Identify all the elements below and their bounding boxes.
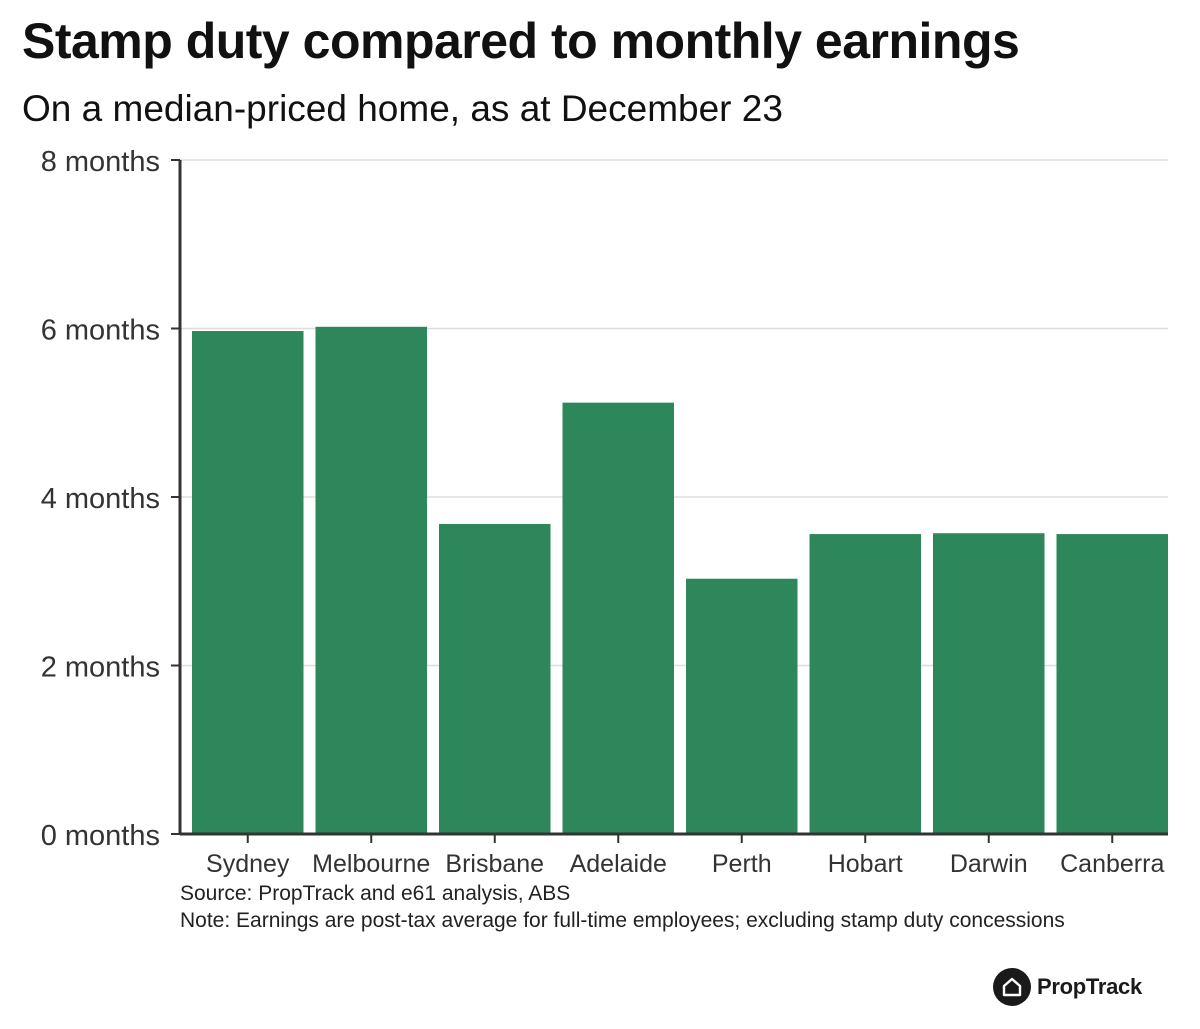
y-tick-label: 4 months xyxy=(41,483,160,515)
y-tick-label: 8 months xyxy=(41,146,160,178)
bar-darwin xyxy=(933,533,1045,834)
chart-subtitle: On a median-priced home, as at December … xyxy=(22,88,783,129)
x-tick-label: Perth xyxy=(712,850,772,878)
bar-perth xyxy=(686,578,798,834)
x-tick-label: Sydney xyxy=(206,850,290,878)
chart-title: Stamp duty compared to monthly earnings xyxy=(22,13,1020,69)
bar-brisbane xyxy=(439,523,551,834)
brand-logo: PropTrack xyxy=(993,968,1142,1006)
y-tick-label: 6 months xyxy=(41,315,160,347)
footnote: Note: Earnings are post-tax average for … xyxy=(180,909,1065,932)
bar-melbourne xyxy=(315,326,427,834)
bar-sydney xyxy=(192,331,304,834)
bar-canberra xyxy=(1056,534,1168,834)
x-tick-label: Brisbane xyxy=(445,850,544,878)
bar-hobart xyxy=(809,534,921,834)
brand-name: PropTrack xyxy=(1037,974,1142,999)
x-tick-label: Adelaide xyxy=(570,850,667,878)
x-tick-label: Canberra xyxy=(1060,850,1164,878)
y-tick-label: 2 months xyxy=(41,652,160,684)
bar-adelaide xyxy=(562,402,674,834)
x-tick-label: Darwin xyxy=(950,850,1028,878)
x-tick-label: Melbourne xyxy=(312,850,430,878)
x-tick-label: Hobart xyxy=(828,850,903,878)
house-icon xyxy=(993,968,1031,1006)
source-note: Source: PropTrack and e61 analysis, ABS xyxy=(180,882,571,905)
y-tick-label: 0 months xyxy=(41,820,160,852)
